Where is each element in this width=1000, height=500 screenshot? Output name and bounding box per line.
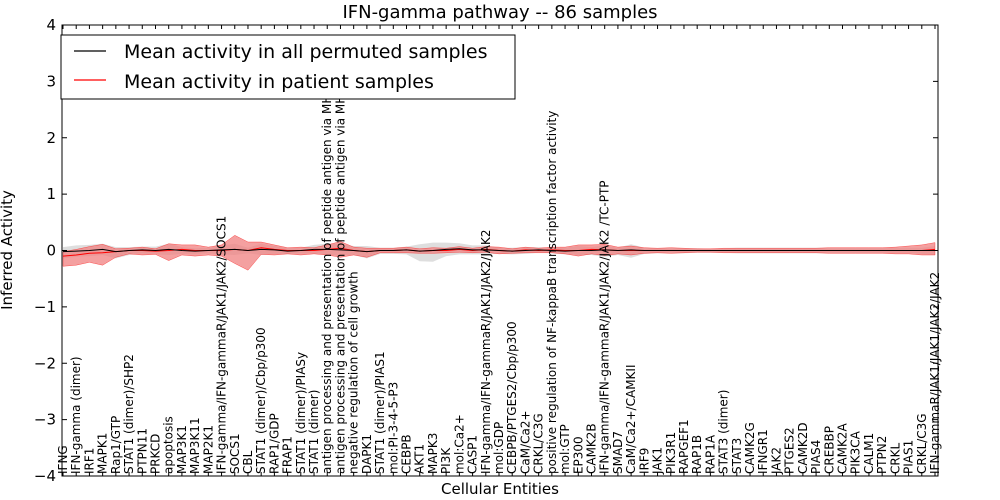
x-tick-label: PIK3CA [849, 430, 863, 474]
x-tick-label: CaM/Ca2+/CAMKII [624, 364, 638, 473]
x-tick-label: antigen processing and presentation of p… [320, 45, 334, 474]
legend-box [60, 34, 516, 100]
x-tick-label: MAPK1 [96, 433, 110, 474]
x-tick-label: STAT3 [730, 438, 744, 474]
y-tick-label: −4 [34, 467, 56, 485]
x-tick-label: PI3K [439, 447, 453, 474]
x-axis-label: Cellular Entities [441, 480, 559, 498]
x-tick-label: IFN-gamma/IFN-gammaR/JAK1/JAK2/JAK2 [479, 229, 493, 474]
x-tick-label: RAP1A [703, 434, 717, 474]
x-tick-label: CALM1 [862, 433, 876, 474]
x-tick-label: FRAP1 [281, 436, 295, 474]
x-tick-label: DAPK1 [360, 434, 374, 474]
y-tick-label: −2 [34, 354, 56, 372]
x-tick-label: mol:GDP [492, 422, 506, 474]
x-tick-label: IFN-gamma/IFN-gammaR/JAK1/JAK2/SOCS1 [215, 216, 229, 474]
y-tick-label: −1 [34, 298, 56, 316]
x-tick-label: PTPN11 [135, 428, 149, 474]
x-tick-label: CEBPB/PTGES2/Cbp/p300 [505, 321, 519, 474]
x-tick-label: PIAS1 [902, 440, 916, 474]
x-tick-label: PTPN2 [875, 436, 889, 474]
x-tick-label: CAMK2D [796, 422, 810, 474]
x-tick-label: CAMK2G [743, 422, 757, 474]
x-tick-label: IFNG [56, 445, 70, 474]
x-tick-label: MAP3K11 [188, 417, 202, 474]
y-tick-label: −3 [34, 411, 56, 429]
x-tick-label: CAMK2A [836, 423, 850, 474]
x-tick-label: STAT1 (dimer)/PIASy [294, 352, 308, 474]
y-tick-label: 2 [46, 129, 56, 147]
y-tick-label: 3 [46, 72, 56, 90]
x-tick-label: CASP1 [466, 435, 480, 474]
x-tick-label: MAPK3 [426, 433, 440, 474]
x-tick-label: CEBPB [400, 434, 414, 474]
x-tick-label: STAT1 (dimer)/Cbp/p300 [254, 327, 268, 474]
x-tick-label: apoptosis [162, 416, 176, 474]
x-tick-label: CaM/Ca2+ [518, 410, 532, 474]
x-tick-label: MAP3K1 [175, 425, 189, 474]
x-tick-label: negative regulation of cell growth [347, 271, 361, 474]
x-tick-label: IFNGR1 [756, 429, 770, 474]
legend-label-patient: Mean activity in patient samples [124, 71, 434, 93]
x-tick-label: STAT1 (dimer) [307, 390, 321, 474]
series-lines [62, 247, 936, 257]
x-axis-ticks: IFNG IFN-gamma (dimer) IRF1 MAPK1 Rap1/GTP ST… [56, 25, 942, 476]
x-tick-label: PTGES2 [783, 427, 797, 474]
x-tick-label: PRKCD [149, 434, 163, 474]
x-tick-label: IFN-gammaR/JAK1/JAK1/JAK2/JAK2 [928, 272, 942, 474]
x-tick-label: MAP2K1 [201, 425, 215, 474]
chart-title: IFN-gamma pathway -- 86 samples [342, 2, 657, 23]
legend-label-permuted: Mean activity in all permuted samples [124, 41, 487, 63]
x-tick-label: PIAS4 [809, 440, 823, 474]
x-tick-label: STAT1 (dimer)/SHP2 [122, 354, 136, 474]
y-tick-label: 4 [46, 16, 56, 34]
x-tick-label: CRKL [888, 442, 902, 474]
x-tick-label: STAT3 (dimer) [717, 390, 731, 474]
x-tick-label: SOCS1 [228, 433, 242, 474]
y-axis-ticks: 4 3 2 1 0 −1 −2 −3 −4 [34, 16, 938, 485]
x-tick-label: RAPGEF1 [677, 419, 691, 474]
x-tick-label: JAK2 [770, 447, 784, 475]
x-tick-label: CAMK2B [585, 423, 599, 474]
x-tick-label: mol:PI-3-4-5-P3 [386, 382, 400, 474]
y-axis-label: Inferred Activity [0, 190, 16, 310]
series-line-permuted [62, 248, 935, 253]
x-tick-label: Rap1/GTP [109, 416, 123, 474]
x-tick-label: CBL [241, 450, 255, 474]
x-tick-label: SMAD7 [611, 431, 625, 474]
x-tick-label: RAP1/GDP [267, 413, 281, 474]
x-tick-label: antigen processing and presentation of p… [334, 42, 348, 474]
x-tick-label: mol:Ca2+ [452, 414, 466, 474]
patient-band [62, 235, 936, 271]
x-tick-label: mol:GTP [558, 424, 572, 474]
x-tick-label: PIK3R1 [664, 432, 678, 474]
x-tick-label: AKT1 [413, 444, 427, 474]
x-tick-label: IRF9 [637, 448, 651, 474]
x-tick-label: CRKL/C3G [532, 413, 546, 474]
x-tick-label: positive regulation of NF-kappaB transcr… [545, 111, 559, 474]
x-tick-label: CRKL/C3G [915, 413, 929, 474]
y-tick-label: 1 [46, 185, 56, 203]
x-tick-label: IFN-gamma (dimer) [69, 356, 83, 474]
x-tick-label: JAK1 [651, 447, 665, 475]
x-tick-label: IFN-gamma/IFN-gammaR/JAK1/JAK2/JAK2 /TC-… [598, 180, 612, 474]
x-tick-label: EP300 [571, 436, 585, 474]
x-tick-label: RAP1B [690, 435, 704, 474]
x-tick-label: CREBBP [822, 426, 836, 474]
x-tick-label: IRF1 [82, 448, 96, 474]
y-tick-label: 0 [46, 242, 56, 260]
x-tick-label: STAT1 (dimer)/PIAS1 [373, 351, 387, 474]
confidence-bands [62, 235, 936, 271]
legend: Mean activity in all permuted samples Me… [60, 34, 516, 100]
